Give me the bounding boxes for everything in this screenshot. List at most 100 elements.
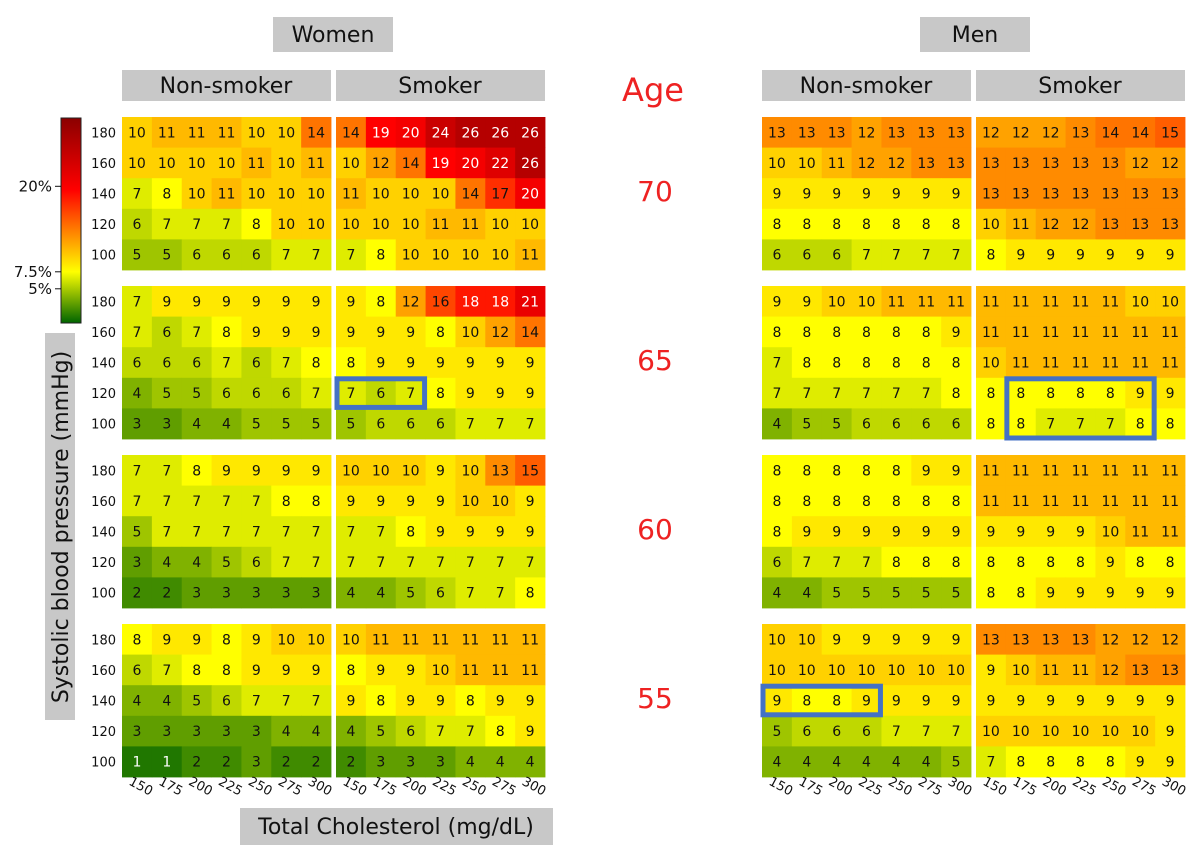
cell-value: 9: [436, 463, 445, 479]
heatmap-cell: [941, 455, 972, 486]
highlight-boxes: [334, 376, 1157, 718]
heatmap-cell: [762, 239, 793, 271]
cell-value: 8: [1166, 555, 1175, 571]
heatmap-cell: [1035, 746, 1066, 778]
heatmap-cell: [791, 117, 823, 148]
cell-value: 10: [188, 156, 206, 172]
cell-value: 11: [1101, 494, 1119, 510]
cell-value: 9: [312, 463, 321, 479]
cell-value: 10: [1072, 724, 1090, 740]
cell-value: 4: [466, 755, 475, 771]
heatmap-cell: [151, 577, 183, 609]
cell-value: 10: [277, 632, 295, 648]
cell-value: 4: [862, 755, 871, 771]
heatmap-cell: [485, 685, 516, 717]
heatmap-cell: [762, 208, 793, 240]
heatmap-cell: [1035, 117, 1066, 148]
heatmap-cell: [122, 286, 153, 317]
cell-value: 9: [252, 463, 261, 479]
panel-women-non-smoker-60: 7 7 8 9 9 9 9 7 7 7 7 7 8 8 5 7 7 7 7 7 7 3 4 4 5 6 7 7 2 2 3 3 3 3 3: [122, 455, 332, 609]
heatmap-cell: [1065, 715, 1096, 747]
heatmap-cell: [211, 316, 242, 348]
heatmap-cell: [122, 746, 153, 778]
heatmap-cell: [821, 117, 852, 148]
cell-value: 8: [1076, 555, 1085, 571]
heatmap-cell: [1035, 377, 1066, 409]
heatmap-cell: [762, 485, 793, 517]
heatmap-cell: [271, 685, 302, 717]
heatmap-cell: [1005, 685, 1037, 717]
heatmap-cell: [181, 516, 212, 548]
cell-value: 7: [1076, 417, 1085, 433]
colorbar-tick-label: 7.5%: [14, 263, 52, 281]
heatmap-cell: [791, 377, 823, 409]
cell-value: 11: [1131, 494, 1149, 510]
heatmap-cell: [365, 147, 397, 179]
heatmap-cell: [791, 455, 823, 486]
heatmap-cell: [151, 178, 183, 210]
heatmap-cell: [1035, 685, 1066, 717]
cell-value: 8: [862, 463, 871, 479]
cell-value: 4: [132, 694, 141, 710]
heatmap-cell: [301, 377, 332, 409]
cell-value: 10: [1012, 663, 1030, 679]
cell-value: 11: [1131, 525, 1149, 541]
cell-value: 13: [1072, 632, 1090, 648]
heatmap-cell: [1095, 239, 1126, 271]
cell-value: 14: [402, 156, 420, 172]
heatmap-cell: [881, 654, 912, 686]
cell-value: 22: [491, 156, 509, 172]
heatmap-cell: [241, 746, 272, 778]
cell-value: 6: [132, 217, 141, 233]
heatmap-cell: [976, 685, 1007, 717]
heatmap-cell: [181, 408, 212, 440]
cell-value: 6: [252, 555, 261, 571]
heatmap-cell: [395, 377, 426, 409]
cell-value: 13: [887, 125, 905, 141]
x-tick-label: 225: [430, 774, 459, 799]
heatmap-cell: [851, 746, 882, 778]
heatmap-cell: [1065, 455, 1096, 486]
cell-value: 5: [162, 248, 171, 264]
heatmap-cell: [485, 624, 516, 655]
heatmap-cell: [395, 347, 426, 379]
cell-value: 6: [376, 417, 385, 433]
cell-value: 11: [828, 156, 846, 172]
heatmap-cell: [941, 117, 972, 148]
cell-value: 9: [1106, 248, 1115, 264]
cell-value: 9: [526, 724, 535, 740]
cell-value: 9: [952, 632, 961, 648]
heatmap-cell: [791, 624, 823, 655]
cell-value: 9: [772, 694, 781, 710]
cell-value: 13: [491, 463, 509, 479]
cell-value: 11: [982, 325, 1000, 341]
y-tick-label: 100: [91, 587, 116, 602]
heatmap-cell: [151, 117, 183, 148]
heatmap-cell: [911, 208, 942, 240]
cell-value: 14: [342, 125, 360, 141]
heatmap-cell: [762, 377, 793, 409]
heatmap-cell: [271, 715, 302, 747]
heatmap-cell: [425, 408, 456, 440]
y-tick-label: 140: [91, 188, 116, 203]
cell-value: 10: [218, 156, 236, 172]
cell-value: 5: [346, 417, 355, 433]
cell-value: 11: [1012, 356, 1030, 372]
heatmap-cell: [976, 715, 1007, 747]
cell-value: 6: [892, 417, 901, 433]
heatmap-cell: [455, 546, 486, 578]
heatmap-cell: [515, 654, 546, 686]
heatmap-cell: [515, 577, 546, 609]
heatmap-cell: [1155, 685, 1186, 717]
heatmap-cell: [241, 178, 272, 210]
heatmap-cell: [515, 347, 546, 379]
cell-value: 10: [491, 494, 509, 510]
cell-value: 7: [192, 525, 201, 541]
cell-value: 9: [892, 525, 901, 541]
heatmap-cell: [211, 485, 242, 517]
cell-value: 7: [892, 724, 901, 740]
cell-value: 8: [892, 555, 901, 571]
heatmap-cell: [1125, 408, 1156, 440]
cell-value: 10: [768, 663, 786, 679]
heatmap-cell: [1155, 316, 1186, 348]
